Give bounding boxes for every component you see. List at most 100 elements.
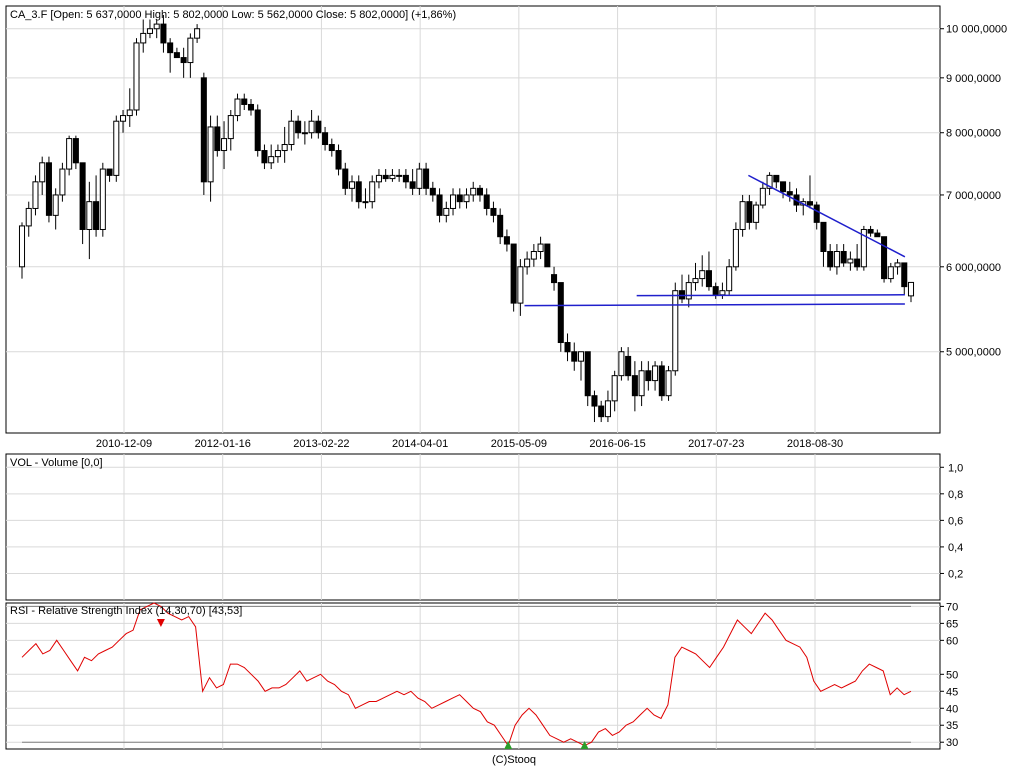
candle-up bbox=[759, 187, 766, 206]
rsi-signals bbox=[156, 619, 589, 749]
candle-up bbox=[450, 194, 457, 209]
price-trendlines bbox=[524, 174, 906, 307]
rsi-y-tick-label: 30 bbox=[946, 737, 958, 749]
candle-down bbox=[173, 52, 180, 59]
candle-up bbox=[362, 201, 369, 204]
candle-up bbox=[604, 400, 611, 418]
candle-up bbox=[308, 120, 315, 134]
rsi-y-tick-label: 50 bbox=[946, 669, 958, 681]
candle-up bbox=[389, 174, 396, 180]
candle-up bbox=[396, 174, 403, 177]
candle-up bbox=[618, 351, 625, 377]
candle-down bbox=[786, 191, 793, 196]
candle-up bbox=[59, 168, 66, 196]
price-x-tick-label: 2010-12-09 bbox=[96, 438, 152, 450]
candle-up bbox=[766, 174, 773, 189]
candle-up bbox=[227, 115, 234, 140]
candle-down bbox=[874, 232, 881, 238]
price-y-tick-label: 6 000,0000 bbox=[946, 262, 1001, 274]
candle-up bbox=[470, 187, 477, 196]
candle-down bbox=[423, 168, 430, 189]
candle-down bbox=[780, 181, 787, 193]
candle-up bbox=[146, 28, 153, 34]
rsi-y-axis: 30 35 40 45 50 60 65 70 bbox=[940, 601, 958, 749]
candle-down bbox=[355, 181, 362, 203]
candle-up bbox=[133, 42, 140, 111]
candle-up bbox=[153, 23, 160, 30]
rsi-y-tick-label: 35 bbox=[946, 720, 958, 732]
candle-up bbox=[416, 168, 423, 189]
candle-down bbox=[571, 351, 578, 362]
candle-up bbox=[369, 181, 376, 203]
candle-down bbox=[881, 236, 888, 280]
candle-down bbox=[490, 207, 497, 216]
candle-up bbox=[99, 168, 106, 230]
rsi-line bbox=[21, 602, 912, 747]
volume-title: VOL - Volume [0,0] bbox=[10, 457, 103, 469]
candle-up bbox=[517, 266, 524, 304]
candle-up bbox=[699, 270, 706, 280]
candle-up bbox=[268, 156, 275, 164]
candle-down bbox=[503, 236, 510, 245]
candle-down bbox=[806, 201, 814, 206]
candle-down bbox=[564, 342, 571, 353]
price-y-axis: 5 000,0000 6 000,0000 7 000,0000 8 000,0000… bbox=[940, 24, 1007, 359]
candle-down bbox=[510, 243, 517, 304]
volume-y-tick-label: 0,2 bbox=[948, 568, 963, 580]
sell-signal-arrow bbox=[156, 619, 165, 627]
price-x-tick-label: 2013-02-22 bbox=[293, 438, 349, 450]
candle-up bbox=[113, 120, 120, 176]
candle-down bbox=[200, 77, 207, 183]
candle-down bbox=[456, 194, 463, 203]
candle-down bbox=[429, 187, 436, 196]
price-y-tick-label: 8 000,0000 bbox=[946, 128, 1001, 140]
candle-up bbox=[692, 278, 699, 284]
candle-down bbox=[79, 162, 86, 230]
candle-up bbox=[672, 290, 679, 372]
price-x-axis: 2010-12-09 2012-01-16 2013-02-22 2014-04-01… bbox=[96, 438, 843, 450]
rsi-y-tick-label: 45 bbox=[946, 686, 958, 698]
candle-up bbox=[221, 138, 228, 152]
candle-up bbox=[119, 115, 127, 122]
candle-down bbox=[591, 395, 598, 407]
candle-up bbox=[463, 194, 470, 203]
candle-down bbox=[261, 150, 268, 164]
candle-down bbox=[813, 204, 820, 223]
candle-up bbox=[348, 181, 356, 189]
candle-down bbox=[180, 57, 187, 64]
candle-down bbox=[773, 174, 780, 183]
candle-up bbox=[66, 138, 73, 170]
price-candles bbox=[18, 14, 915, 423]
candle-up bbox=[207, 126, 214, 183]
trendline bbox=[636, 294, 905, 297]
candle-up bbox=[652, 365, 659, 382]
candle-down bbox=[322, 132, 329, 146]
rsi-panel: 30 35 40 45 50 60 65 70 RSI - Relative Strength… bbox=[5, 601, 958, 750]
price-x-tick-label: 2016-06-15 bbox=[589, 438, 645, 450]
candle-down bbox=[497, 214, 504, 238]
candle-down bbox=[214, 126, 221, 152]
price-x-tick-label: 2018-08-30 bbox=[787, 438, 843, 450]
candle-up bbox=[274, 150, 281, 158]
candle-up bbox=[732, 228, 739, 268]
volume-grid bbox=[6, 454, 940, 600]
candle-down bbox=[705, 270, 712, 288]
candle-down bbox=[544, 243, 551, 268]
candle-down bbox=[476, 187, 483, 196]
price-x-tick-label: 2014-04-01 bbox=[392, 438, 448, 450]
candle-up bbox=[833, 251, 840, 268]
volume-y-axis: 0,2 0,4 0,6 0,8 1,0 bbox=[940, 462, 963, 580]
copyright-footer: (C)Stooq bbox=[492, 754, 536, 766]
candle-up bbox=[375, 174, 382, 183]
candle-down bbox=[254, 109, 261, 152]
candle-down bbox=[409, 181, 416, 189]
candle-down bbox=[295, 120, 302, 134]
candle-down bbox=[631, 375, 638, 397]
candle-up bbox=[860, 228, 867, 268]
rsi-y-tick-label: 40 bbox=[946, 703, 958, 715]
candle-up bbox=[739, 201, 746, 230]
candle-down bbox=[315, 120, 322, 134]
volume-panel-frame bbox=[5, 453, 941, 601]
candle-down bbox=[402, 174, 409, 183]
candle-up bbox=[847, 258, 854, 264]
